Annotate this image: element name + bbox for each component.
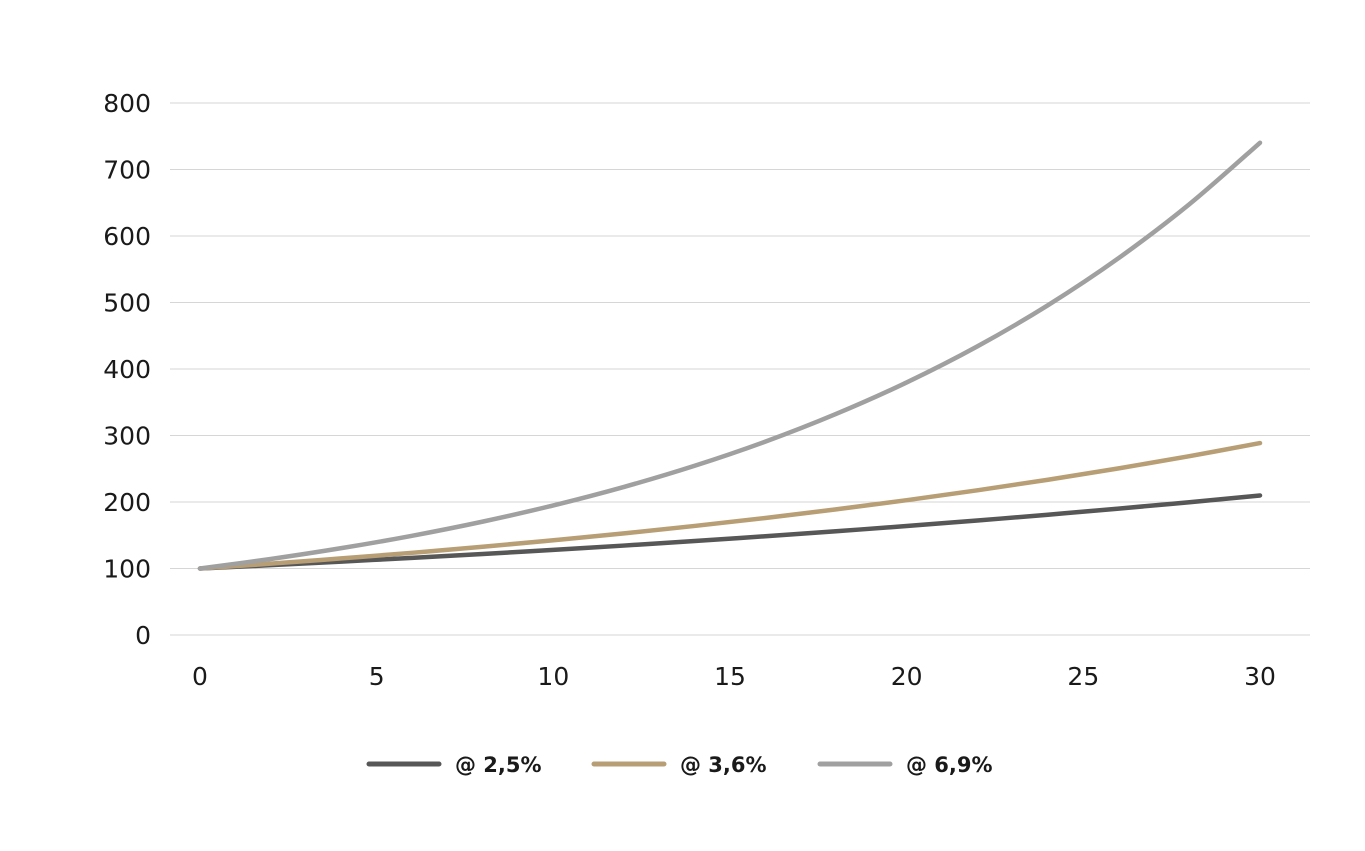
- y-tick-label: 700: [103, 156, 151, 185]
- series-line-3: [197, 140, 1263, 571]
- y-tick-label: 300: [103, 422, 151, 451]
- y-tick-label: 500: [103, 289, 151, 318]
- series-line-2: [197, 440, 1263, 571]
- legend: @ 2,5% @ 3,6% @ 6,9%: [366, 753, 993, 777]
- y-tick-label: 0: [135, 621, 151, 650]
- x-tick-label: 5: [369, 662, 385, 691]
- legend-item-3: @ 6,9%: [817, 753, 993, 777]
- y-axis-tick-labels: 0 100 200 300 400 500 600 700 800: [103, 89, 151, 650]
- legend-item-1: @ 2,5%: [366, 753, 542, 777]
- legend-label: @ 6,9%: [906, 753, 993, 777]
- grid-lines: [170, 102, 1310, 636]
- y-tick-label: 200: [103, 488, 151, 517]
- x-axis-tick-labels: 0 5 10 15 20 25 30: [192, 662, 1276, 691]
- y-tick-label: 600: [103, 222, 151, 251]
- y-tick-label: 400: [103, 355, 151, 384]
- y-tick-label: 800: [103, 89, 151, 118]
- legend-label: @ 2,5%: [455, 753, 542, 777]
- series-lines: [197, 140, 1263, 571]
- x-tick-label: 30: [1244, 662, 1276, 691]
- series-line-1: [197, 493, 1263, 571]
- x-tick-label: 10: [537, 662, 569, 691]
- x-tick-label: 15: [714, 662, 746, 691]
- x-tick-label: 25: [1067, 662, 1099, 691]
- y-tick-label: 100: [103, 555, 151, 584]
- legend-label: @ 3,6%: [680, 753, 767, 777]
- legend-item-2: @ 3,6%: [591, 753, 767, 777]
- x-tick-label: 0: [192, 662, 208, 691]
- x-tick-label: 20: [891, 662, 923, 691]
